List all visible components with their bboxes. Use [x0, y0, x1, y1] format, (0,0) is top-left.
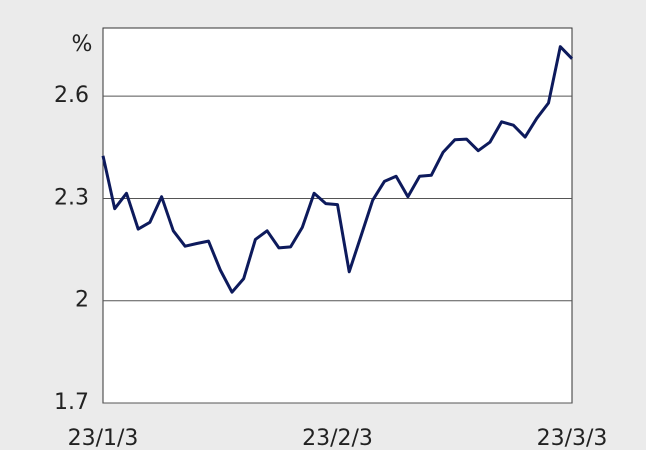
x-tick-label: 23/3/3: [537, 426, 608, 450]
y-tick-label: 2.6: [54, 83, 89, 108]
line: [101, 45, 574, 294]
y-axis-label: %: [72, 32, 93, 57]
x-tick-label: 23/2/3: [302, 426, 373, 450]
x-tick-label: 23/1/3: [68, 426, 139, 450]
y-tick-label: 2: [75, 288, 89, 313]
plot-area: [102, 27, 573, 404]
y-tick-label: 2.3: [54, 185, 89, 210]
y-tick-label: 1.7: [54, 390, 89, 415]
